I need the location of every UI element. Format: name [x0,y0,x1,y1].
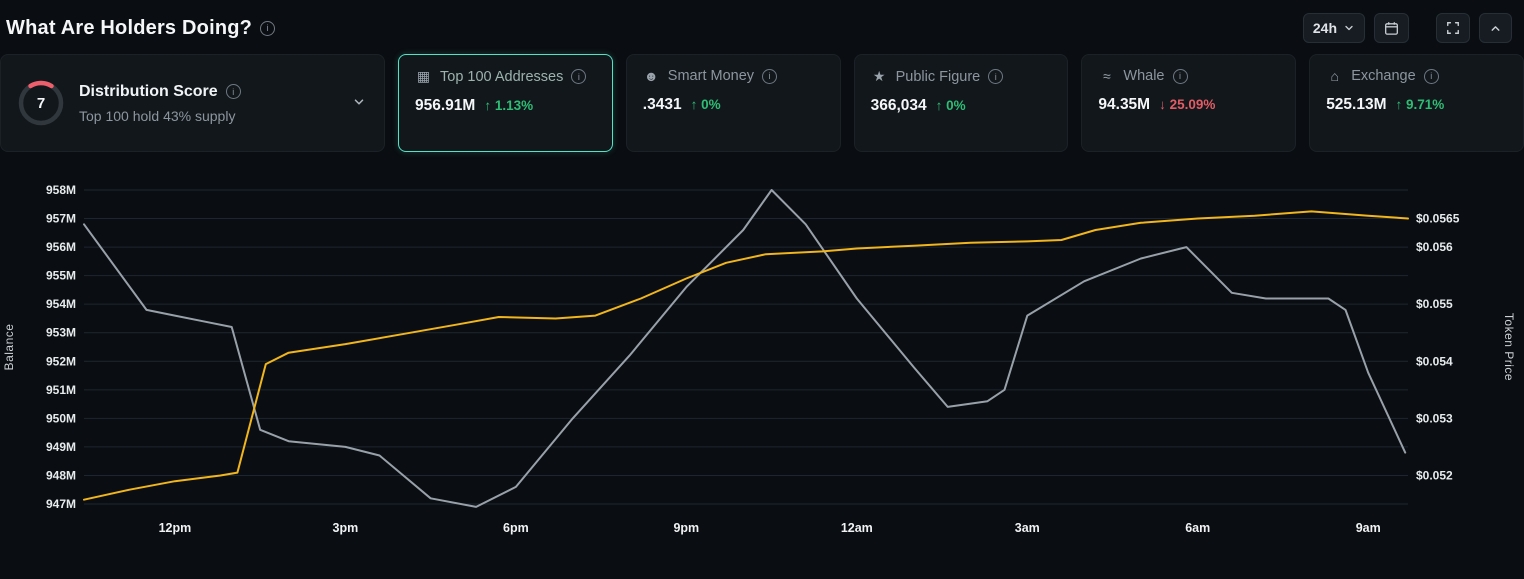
section-header: What Are Holders Doing? i 24h [0,0,1524,52]
x-axis-tick: 3pm [333,521,359,535]
time-range-button[interactable]: 24h [1302,13,1365,43]
metric-label: Public Figure [895,68,981,85]
metric-label: Smart Money [667,68,755,84]
left-axis-tick: 956M [46,240,76,254]
smart-money-icon: ☻ [643,68,659,84]
x-axis-tick: 6am [1185,521,1210,535]
calendar-icon [1384,21,1399,36]
distribution-score-title: Distribution Score [79,82,218,100]
metric-value: .3431 [642,96,682,113]
left-axis-tick: 950M [46,411,76,425]
left-axis-tick: 953M [46,326,76,340]
distribution-score-value: 7 [36,94,46,112]
metric-value: 525.13M [1326,96,1387,113]
x-axis-tick: 12pm [159,521,192,535]
metric-change: ↑ 0% [935,98,966,113]
metric-card-whale[interactable]: ≈ Whale i 94.35M ↓ 25.09% [1081,54,1297,152]
right-axis-title: Token Price [1502,313,1516,381]
x-axis-tick: 6pm [503,521,529,535]
info-icon[interactable]: i [260,20,276,36]
metric-change: ↑ 1.13% [484,98,534,113]
distribution-score-card[interactable]: 7 Distribution Score i Top 100 hold 43% … [0,54,385,152]
chevron-down-icon [1343,22,1355,34]
left-axis-tick: 955M [46,269,76,283]
top-100-addresses-icon: ▦ [416,68,431,84]
holders-activity-chart: 958M 957M 956M 955M 954M 953M 952M 951M 950M 949M… [0,166,1524,571]
right-axis-tick: $0.054 [1416,354,1453,368]
left-axis-tick: 957M [46,212,76,226]
collapse-button[interactable] [1479,13,1512,43]
exchange-icon: ⌂ [1330,68,1339,84]
info-icon[interactable]: i [225,84,241,99]
left-axis-tick: 949M [46,440,76,454]
metric-change: ↑ 9.71% [1395,97,1445,112]
right-axis-tick: $0.052 [1416,468,1453,482]
metric-label: Exchange [1351,68,1416,84]
fullscreen-icon [1446,21,1460,35]
left-axis-tick: 948M [46,468,76,482]
left-axis-title: Balance [2,324,16,371]
metric-card-top-100-addresses[interactable]: ▦ Top 100 Addresses i 956.91M ↑ 1.13% [398,54,613,152]
info-icon[interactable]: i [571,69,587,84]
chevron-up-icon [1489,22,1502,35]
metric-label: Top 100 Addresses [440,68,564,85]
time-range-label: 24h [1312,20,1337,36]
right-axis-tick: $0.056 [1416,240,1453,254]
distribution-score-gauge: 7 [17,79,65,127]
x-axis-tick: 12am [841,521,873,535]
chevron-down-icon[interactable] [350,95,368,112]
left-axis-tick: 947M [46,497,76,511]
metric-card-smart-money[interactable]: ☻ Smart Money i .3431 ↑ 0% [625,54,841,152]
calendar-button[interactable] [1374,13,1409,43]
x-axis-tick: 9pm [673,521,699,535]
metric-card-exchange[interactable]: ⌂ Exchange i 525.13M ↑ 9.71% [1309,54,1524,152]
info-icon[interactable]: i [1172,68,1188,84]
info-icon[interactable]: i [1423,68,1439,84]
metric-cards-row: 7 Distribution Score i Top 100 hold 43% … [0,52,1524,152]
left-axis-tick: 951M [46,383,76,397]
right-axis-tick: $0.0565 [1416,212,1460,226]
top-100-balance-line [83,210,1409,501]
metric-value: 956.91M [415,97,476,114]
left-axis-tick: 952M [46,354,76,368]
left-axis-tick: 954M [46,297,76,311]
public-figure-icon: ★ [872,68,886,84]
distribution-score-subtitle: Top 100 hold 43% supply [79,107,236,124]
metric-value: 94.35M [1098,96,1151,113]
page-title: What Are Holders Doing? [6,16,253,39]
whale-icon: ≈ [1103,68,1111,84]
header-controls: 24h [1302,13,1512,43]
info-icon[interactable]: i [988,69,1004,84]
metric-label: Whale [1123,68,1165,84]
metric-change: ↑ 0% [690,97,721,112]
metric-change: ↓ 25.09% [1159,97,1216,112]
fullscreen-button[interactable] [1436,13,1470,43]
metric-value: 366,034 [870,97,927,114]
right-axis-tick: $0.053 [1416,411,1453,425]
token-price-line [83,189,1407,508]
holders-chart-svg: 958M 957M 956M 955M 954M 953M 952M 951M 950M 949M… [2,183,1516,535]
info-icon[interactable]: i [762,68,778,84]
right-axis-tick: $0.055 [1416,297,1453,311]
left-axis-tick: 958M [46,183,76,197]
x-axis-tick: 9am [1356,521,1381,535]
metric-card-public-figure[interactable]: ★ Public Figure i 366,034 ↑ 0% [853,54,1069,152]
x-axis-tick: 3am [1015,521,1040,535]
